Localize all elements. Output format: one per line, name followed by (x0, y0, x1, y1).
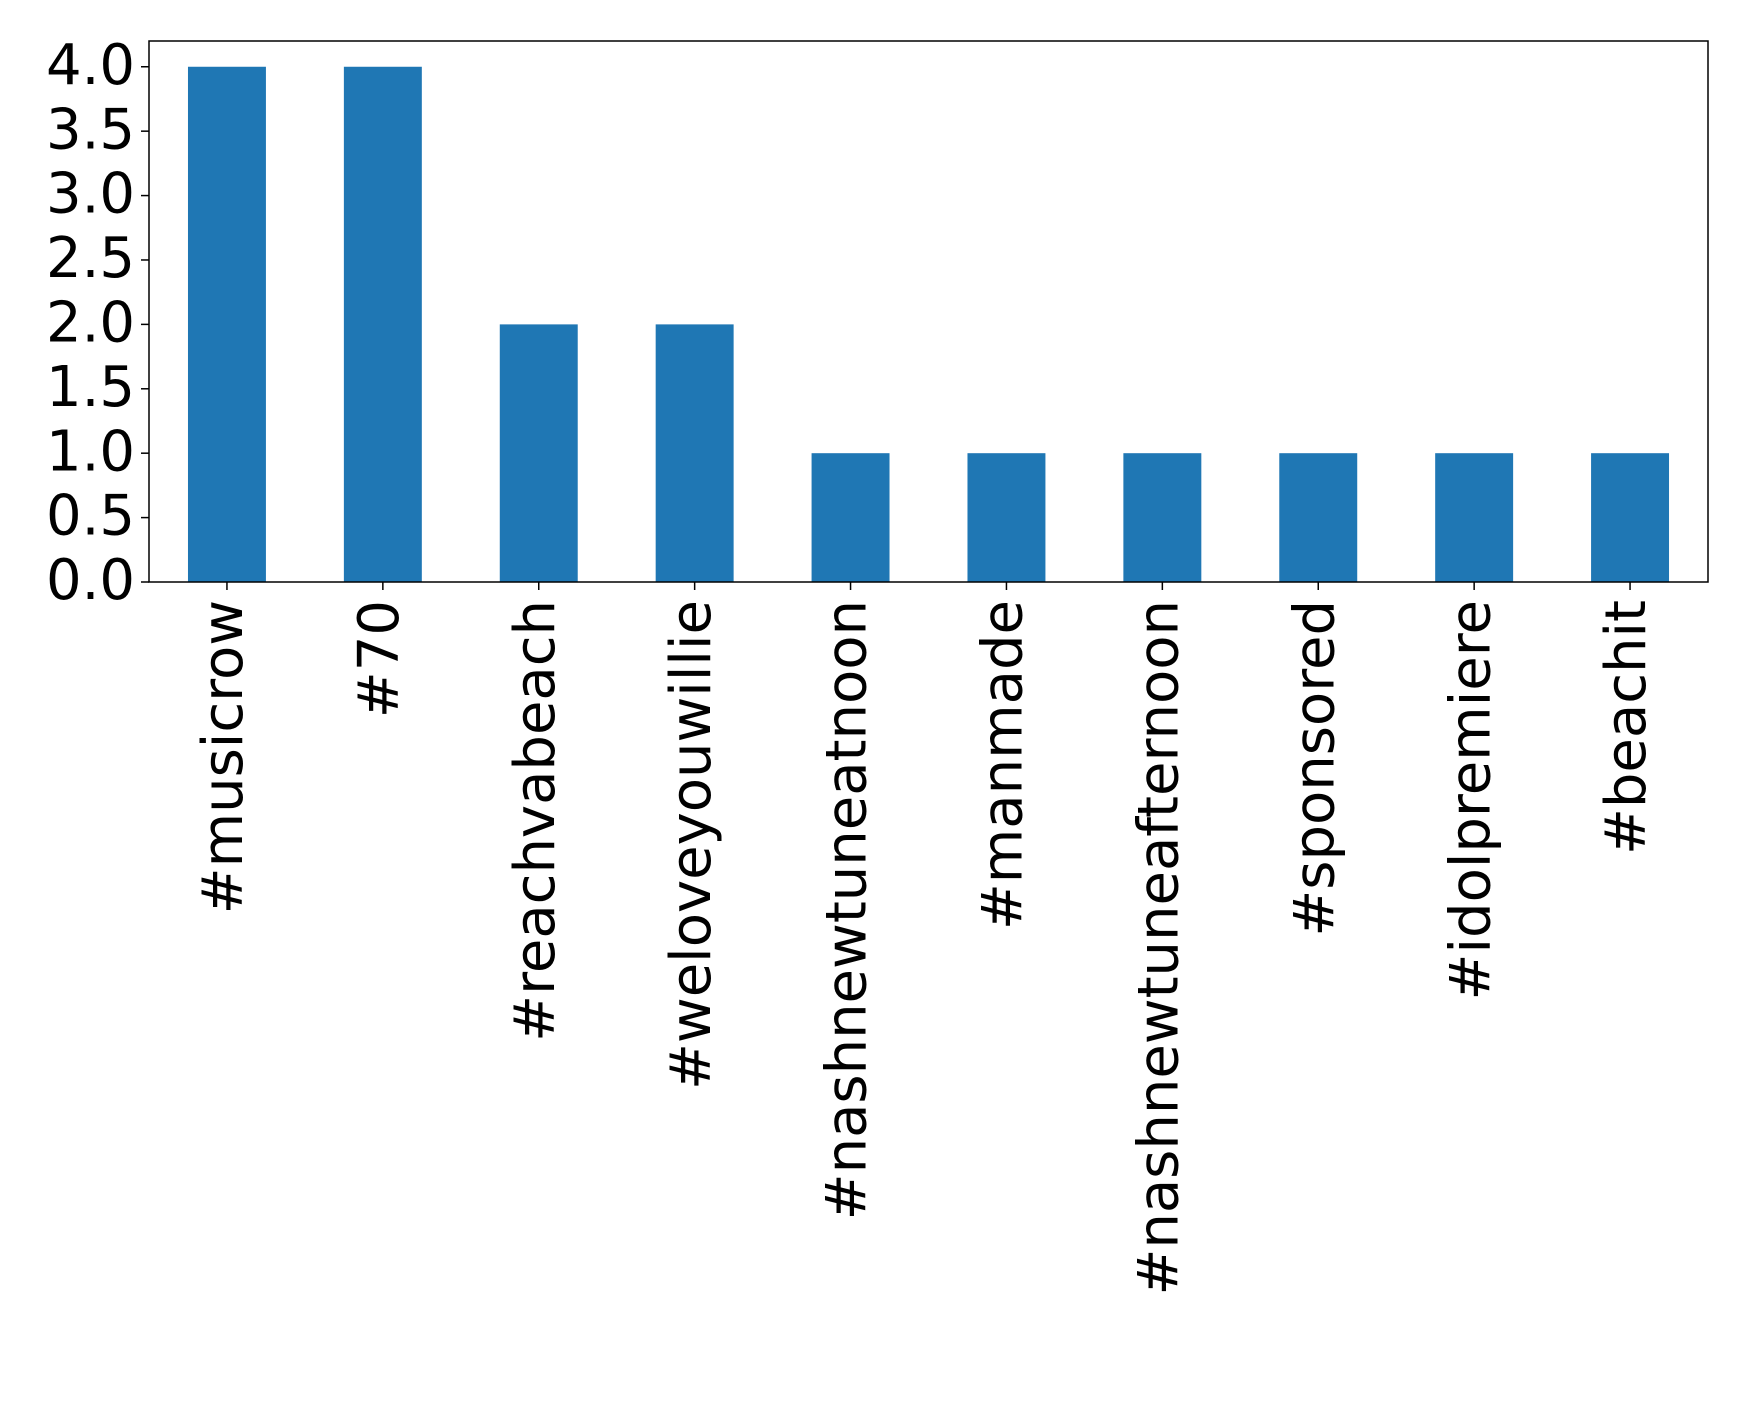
y-tick-label: 3.5 (46, 97, 135, 162)
bar (967, 453, 1046, 582)
y-tick-label: 1.0 (46, 419, 135, 484)
x-tick-label: #reachvabeach (503, 600, 568, 1042)
y-tick-label: 2.0 (46, 291, 135, 356)
plot-frame (148, 40, 1709, 583)
x-tick-label: #idolpremiere (1438, 600, 1503, 1000)
y-tick-label: 4.0 (46, 33, 135, 98)
x-tick-label: #nashnewtuneatnoon (815, 600, 880, 1220)
bar (655, 324, 734, 582)
y-tick-label: 3.0 (46, 162, 135, 227)
bar (187, 66, 266, 582)
y-tick-label: 1.5 (46, 355, 135, 420)
y-tick-label: 0.5 (46, 484, 135, 549)
bar (1123, 453, 1202, 582)
bar (499, 324, 578, 582)
bar (811, 453, 890, 582)
x-tick-label: #manmade (971, 600, 1036, 930)
bar (343, 66, 422, 582)
x-tick-label: #musicrow (191, 600, 256, 914)
x-tick-label: #70 (347, 600, 412, 718)
x-tick-label: #beachit (1594, 600, 1659, 855)
x-tick-label: #sponsored (1282, 600, 1347, 937)
bar (1591, 453, 1670, 582)
bar (1435, 453, 1514, 582)
x-tick-label: #nashnewtuneafternoon (1126, 600, 1191, 1296)
y-tick-label: 0.0 (46, 548, 135, 613)
y-tick-label: 2.5 (46, 226, 135, 291)
x-tick-label: #weloveyouwillie (659, 600, 724, 1090)
bar (1279, 453, 1358, 582)
